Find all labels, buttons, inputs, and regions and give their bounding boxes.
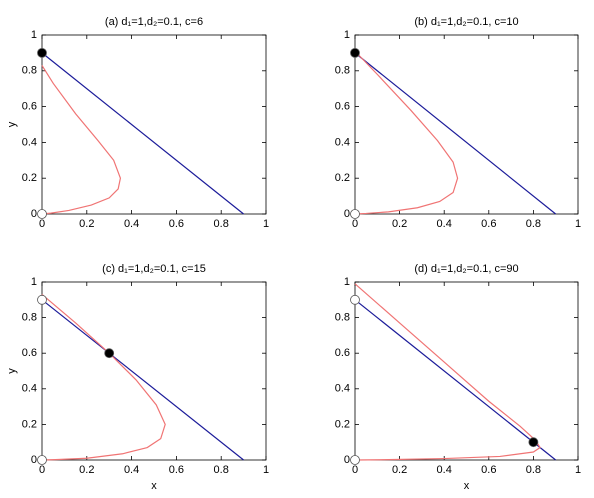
y-tick-label: 0	[344, 208, 350, 220]
x-tick-label: 0.2	[79, 464, 94, 476]
x-tick-label: 0	[352, 218, 358, 230]
x-tick-label: 0	[352, 464, 358, 476]
x-tick-label: 0.6	[481, 464, 496, 476]
x-tick-label: 1	[263, 218, 269, 230]
panel-title: (d) d₁=1,d₂=0.1, c=90	[414, 263, 518, 275]
y-tick-label: 0	[31, 208, 37, 220]
y-tick-label: 1	[344, 276, 350, 288]
y-tick-label: 0.8	[22, 65, 37, 77]
x-tick-label: 1	[575, 464, 581, 476]
equilibrium-point	[350, 294, 360, 305]
y-tick-label: 0.4	[22, 136, 37, 148]
x-axis-label: x	[464, 480, 470, 492]
x-tick-label: 0	[39, 464, 45, 476]
y-tick-label: 0.6	[22, 101, 37, 113]
plot-frame	[41, 281, 267, 461]
panel-title: (a) d₁=1,d₂=0.1, c=6	[105, 16, 203, 28]
x-tick-label: 0.4	[437, 464, 452, 476]
y-tick-label: 0.2	[22, 172, 37, 184]
equilibrium-point	[350, 48, 360, 58]
y-tick-label: 0.4	[22, 383, 37, 395]
plot-frame	[354, 34, 579, 215]
plot-frame	[354, 281, 579, 461]
x-tick-label: 0.2	[392, 218, 407, 230]
y-tick-label: 0.4	[335, 383, 350, 395]
x-tick-label: 0.8	[214, 464, 229, 476]
plot-frame	[41, 34, 267, 215]
y-tick-label: 0	[31, 454, 37, 466]
y-tick-label: 0.4	[335, 136, 350, 148]
equilibrium-point	[350, 455, 360, 465]
y-tick-label: 0.8	[335, 65, 350, 77]
x-tick-label: 0.4	[437, 218, 452, 230]
y-tick-label: 0.2	[22, 418, 37, 430]
y-tick-label: 0.8	[22, 312, 37, 324]
y-tick-label: 1	[344, 29, 350, 41]
x-tick-label: 0.6	[481, 218, 496, 230]
equilibrium-point	[104, 348, 115, 359]
panel-title: (c) d₁=1,d₂=0.1, c=15	[102, 263, 206, 275]
x-tick-label: 0.6	[169, 464, 184, 476]
y-tick-label: 0.6	[335, 347, 350, 359]
x-tick-label: 0.4	[124, 464, 139, 476]
y-tick-label: 1	[31, 276, 37, 288]
y-tick-label: 1	[31, 29, 37, 41]
x-tick-label: 0.4	[124, 218, 139, 230]
curve	[354, 50, 459, 215]
y-axis-label: y	[6, 368, 18, 374]
y-tick-label: 0.8	[335, 312, 350, 324]
x-tick-label: 0.8	[526, 218, 541, 230]
curve	[354, 52, 557, 215]
curve	[41, 65, 122, 215]
equilibrium-point	[350, 209, 360, 219]
x-tick-label: 0.6	[169, 218, 184, 230]
x-tick-label: 0.8	[526, 464, 541, 476]
curve	[41, 52, 244, 215]
x-tick-label: 0	[39, 218, 45, 230]
curve	[41, 294, 166, 461]
y-tick-label: 0.2	[335, 418, 350, 430]
x-tick-label: 0.2	[79, 218, 94, 230]
equilibrium-point	[528, 437, 539, 448]
y-tick-label: 0.6	[22, 347, 37, 359]
y-axis-label: y	[6, 121, 18, 127]
y-tick-label: 0	[344, 454, 350, 466]
curve	[354, 299, 557, 461]
x-axis-label: x	[151, 480, 157, 492]
equilibrium-point	[37, 294, 47, 305]
y-tick-label: 0.6	[335, 101, 350, 113]
equilibrium-point	[37, 209, 47, 219]
curve	[41, 299, 244, 461]
curve	[354, 283, 541, 461]
x-tick-label: 0.8	[214, 218, 229, 230]
x-tick-label: 1	[575, 218, 581, 230]
y-tick-label: 0.2	[335, 172, 350, 184]
panel-title: (b) d₁=1,d₂=0.1, c=10	[414, 16, 518, 28]
equilibrium-point	[37, 455, 47, 465]
x-tick-label: 0.2	[392, 464, 407, 476]
x-tick-label: 1	[263, 464, 269, 476]
equilibrium-point	[37, 48, 47, 58]
